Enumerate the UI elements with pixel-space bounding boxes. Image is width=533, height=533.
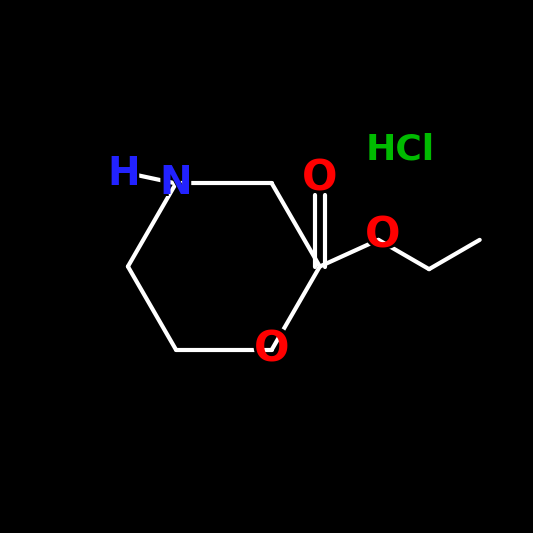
Text: N: N xyxy=(159,164,192,203)
Text: O: O xyxy=(361,212,404,260)
Text: O: O xyxy=(251,326,293,374)
Text: H: H xyxy=(104,152,143,197)
Text: O: O xyxy=(302,158,337,199)
Text: O: O xyxy=(298,155,341,203)
Text: H: H xyxy=(107,155,140,193)
Text: N: N xyxy=(156,161,196,206)
Text: HCl: HCl xyxy=(357,128,442,171)
Text: O: O xyxy=(365,215,400,256)
Text: HCl: HCl xyxy=(365,132,434,166)
Text: O: O xyxy=(254,328,289,370)
